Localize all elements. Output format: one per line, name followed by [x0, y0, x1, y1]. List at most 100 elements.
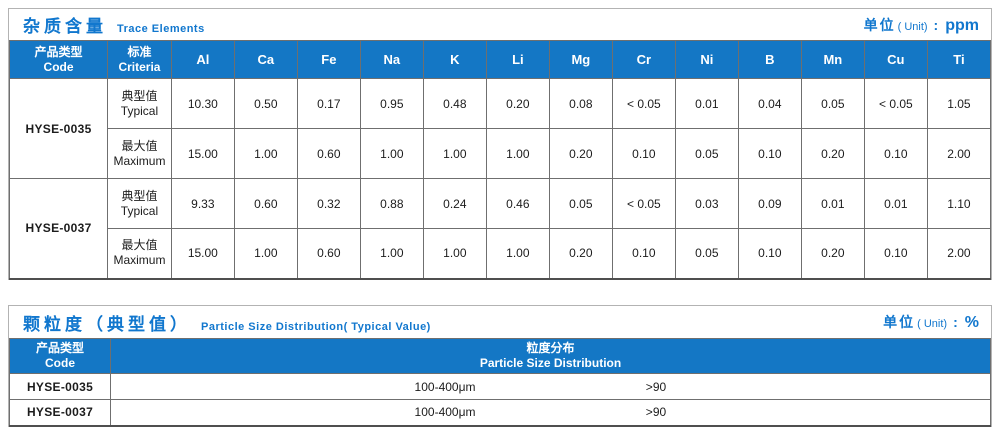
value-cell: 1.00	[359, 128, 424, 179]
col-header-distribution-en: Particle Size Distribution	[479, 356, 622, 370]
size-range: 100-400μm	[414, 405, 476, 420]
value-cell: 0.05	[674, 128, 739, 179]
value-cell: 2.00	[926, 128, 992, 179]
value-cell: 0.60	[296, 128, 361, 179]
table-row: HYSE-0035 100-400μm >90	[8, 373, 991, 400]
value-cell: 0.32	[296, 178, 361, 229]
size-percentage: >90	[645, 379, 667, 394]
table-row: HYSE-0037 典型值 Typical 9.33 0.60 0.32 0.8…	[8, 178, 992, 279]
value-cell: 0.10	[863, 128, 928, 179]
col-header-criteria-zh: 标准	[127, 44, 152, 59]
col-header-element: Mn	[800, 40, 865, 79]
table-row: HYSE-0037 100-400μm >90	[8, 399, 991, 426]
value-cell: 1.05	[926, 78, 992, 129]
criteria-cell: 典型值 Typical	[107, 178, 172, 229]
value-cell: 0.10	[611, 128, 676, 179]
col-header-element: Mg	[548, 40, 613, 79]
value-cell: 0.09	[737, 178, 802, 229]
title-zh: 颗粒度（典型值）	[23, 314, 191, 334]
criteria-en: Typical	[120, 103, 159, 118]
value-cell: 1.00	[422, 228, 487, 279]
value-cell: 0.01	[863, 178, 928, 229]
col-header-code: 产品类型 Code	[8, 40, 109, 79]
value-cell: 0.05	[674, 228, 739, 279]
unit-label-en: ( Unit)	[917, 318, 948, 330]
product-code-cell: HYSE-0035	[8, 373, 112, 400]
col-header-element: K	[422, 40, 487, 79]
value-cell: 1.00	[233, 228, 298, 279]
value-cell: 0.95	[359, 78, 424, 129]
unit-colon: :	[953, 314, 958, 330]
value-cell: 0.50	[233, 78, 298, 129]
col-header-element: Al	[170, 40, 235, 79]
criteria-zh: 最大值	[121, 238, 158, 253]
criteria-en: Maximum	[113, 153, 166, 168]
distribution-cell: 100-400μm >90	[110, 399, 991, 426]
value-cell: 15.00	[170, 128, 235, 179]
col-header-criteria-en: Criteria	[118, 59, 161, 74]
value-cell: 0.24	[422, 178, 487, 229]
trace-elements-table: 产品类型 Code 标准 Criteria Al Ca Fe Na K Li M…	[8, 40, 992, 280]
value-cell: 0.60	[296, 228, 361, 279]
value-cell: 10.30	[170, 78, 235, 129]
value-cell: < 0.05	[863, 78, 928, 129]
col-header-element: Cu	[863, 40, 928, 79]
value-cell: 0.88	[359, 178, 424, 229]
col-header-code-en: Code	[45, 356, 76, 370]
criteria-zh: 典型值	[121, 88, 158, 103]
size-range: 100-400μm	[414, 379, 476, 394]
col-header-element: Na	[359, 40, 424, 79]
header-row: 产品类型 Code 粒度分布 Particle Size Distributio…	[8, 338, 991, 374]
value-cell: 1.00	[233, 128, 298, 179]
col-header-element: Ni	[674, 40, 739, 79]
criteria-cell: 最大值 Maximum	[107, 128, 172, 179]
unit-value: ppm	[945, 16, 979, 34]
value-cell: 0.20	[485, 78, 550, 129]
col-header-element: B	[737, 40, 802, 79]
value-cell: 0.10	[611, 228, 676, 279]
value-cell: 9.33	[170, 178, 235, 229]
unit-label-zh: 单位	[883, 314, 916, 330]
value-cell: 0.05	[548, 178, 613, 229]
value-cell: 0.46	[485, 178, 550, 229]
value-cell: 0.05	[800, 78, 865, 129]
value-cell: 0.03	[674, 178, 739, 229]
value-cell: 1.10	[926, 178, 992, 229]
title-zh: 杂质含量	[23, 17, 107, 36]
criteria-zh: 最大值	[121, 138, 158, 153]
value-cell: 0.10	[737, 228, 802, 279]
col-header-criteria: 标准 Criteria	[107, 40, 172, 79]
col-header-element: Ca	[233, 40, 298, 79]
col-header-code-zh: 产品类型	[36, 341, 85, 355]
value-cell: 1.00	[485, 128, 550, 179]
value-cell: 0.01	[800, 178, 865, 229]
header-row: 产品类型 Code 标准 Criteria Al Ca Fe Na K Li M…	[8, 40, 992, 79]
trace-elements-title: 杂质含量 Trace Elements	[23, 12, 205, 37]
value-cell: 0.48	[422, 78, 487, 129]
col-header-element: Li	[485, 40, 550, 79]
value-cell: 0.20	[548, 228, 613, 279]
criteria-zh: 典型值	[121, 188, 158, 203]
criteria-en: Maximum	[113, 253, 166, 268]
value-cell: < 0.05	[611, 78, 676, 129]
particle-size-section: 颗粒度（典型值） Particle Size Distribution( Typ…	[8, 305, 992, 427]
product-code-cell: HYSE-0037	[8, 178, 109, 279]
criteria-cell: 典型值 Typical	[107, 78, 172, 129]
title-en: Trace Elements	[117, 23, 205, 35]
value-cell: 1.00	[485, 228, 550, 279]
unit-label-en: ( Unit)	[897, 20, 928, 33]
value-cell: 2.00	[926, 228, 992, 279]
size-percentage: >90	[645, 405, 667, 420]
criteria-en: Typical	[120, 203, 159, 218]
value-cell: 0.20	[548, 128, 613, 179]
value-cell: 0.04	[737, 78, 802, 129]
col-header-code-en: Code	[43, 59, 74, 74]
table-row: HYSE-0035 典型值 Typical 10.30 0.50 0.17 0.…	[8, 78, 992, 179]
value-cell: 0.20	[800, 228, 865, 279]
value-cell: 1.00	[422, 128, 487, 179]
unit-indicator: 单位 ( Unit) : %	[883, 312, 979, 332]
value-cell: 15.00	[170, 228, 235, 279]
title-en: Particle Size Distribution( Typical Valu…	[201, 320, 431, 333]
value-cell: 0.08	[548, 78, 613, 129]
value-cell: 0.17	[296, 78, 361, 129]
